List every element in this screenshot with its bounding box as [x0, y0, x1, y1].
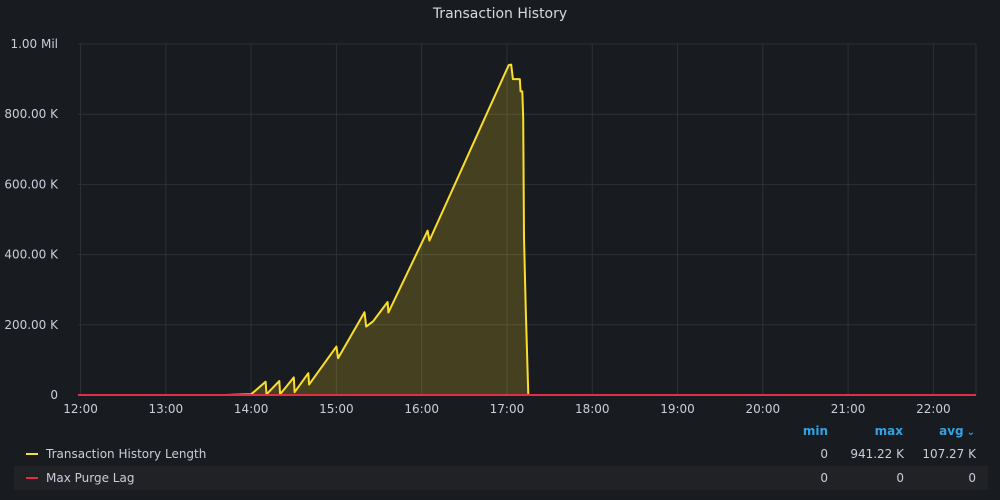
legend-row-max-purge-lag[interactable]: Max Purge Lag 0 0 0 — [14, 466, 988, 490]
y-tick-label: 600.00 K — [4, 177, 59, 191]
legend-header-max[interactable]: max — [874, 424, 903, 438]
y-tick-label: 400.00 K — [4, 248, 59, 262]
series-color-swatch[interactable] — [26, 453, 38, 455]
x-tick-label: 13:00 — [149, 402, 184, 416]
x-tick-label: 22:00 — [916, 402, 951, 416]
series-min: 0 — [820, 471, 828, 485]
x-tick-label: 18:00 — [575, 402, 610, 416]
series-line-transaction-history-length — [78, 63, 976, 396]
series-color-swatch[interactable] — [26, 477, 38, 479]
x-tick-label: 17:00 — [490, 402, 525, 416]
x-tick-label: 19:00 — [660, 402, 695, 416]
y-tick-label: 200.00 K — [4, 318, 59, 332]
series-max: 941.22 K — [850, 447, 904, 461]
x-tick-label: 12:00 — [63, 402, 98, 416]
series-name[interactable]: Max Purge Lag — [46, 471, 135, 485]
y-axis: 0 200.00 K 400.00 K 600.00 K 800.00 K 1.00 Mi… — [4, 37, 59, 402]
transaction-history-chart: 0 200.00 K 400.00 K 600.00 K 800.00 K 1.00 Mi… — [4, 37, 977, 416]
x-tick-label: 14:00 — [234, 402, 269, 416]
series-max: 0 — [896, 471, 904, 485]
series-name[interactable]: Transaction History Length — [46, 447, 207, 461]
series-min: 0 — [820, 447, 828, 461]
panel-title[interactable]: Transaction History — [432, 6, 568, 22]
x-axis: 12:00 13:00 14:00 15:00 16:00 17:00 18:00 19:00… — [63, 402, 950, 416]
legend-header-avg[interactable]: avg ⌄ — [925, 424, 975, 438]
series-layer — [78, 63, 976, 396]
legend-header-min[interactable]: min — [802, 424, 828, 438]
legend-header-avg-label: avg — [939, 424, 964, 438]
x-tick-label: 15:00 — [319, 402, 354, 416]
x-tick-label: 21:00 — [831, 402, 866, 416]
y-tick-label: 800.00 K — [4, 107, 59, 121]
y-tick-label: 1.00 Mil — [10, 37, 58, 51]
chevron-down-icon: ⌄ — [966, 427, 975, 438]
x-tick-label: 20:00 — [746, 402, 781, 416]
x-tick-label: 16:00 — [404, 402, 439, 416]
series-avg: 107.27 K — [922, 447, 976, 461]
chart-grid — [78, 43, 977, 396]
legend-row-transaction-history-length[interactable]: Transaction History Length 0 941.22 K 10… — [14, 442, 988, 466]
series-avg: 0 — [968, 471, 976, 485]
y-tick-label: 0 — [50, 388, 58, 402]
